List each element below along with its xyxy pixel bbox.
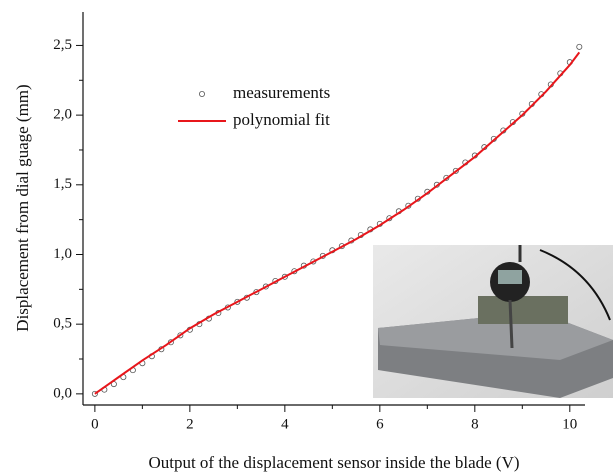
x-tick-label: 6 [376, 416, 384, 432]
y-tick-label: 1,0 [53, 246, 72, 262]
legend-marker [198, 91, 205, 98]
legend-label: measurements [233, 83, 330, 102]
photo-cable [539, 249, 611, 321]
x-tick-label: 8 [471, 416, 479, 432]
data-point [234, 298, 241, 305]
data-point [91, 390, 98, 397]
data-point [576, 43, 583, 50]
x-tick-label: 10 [562, 416, 577, 432]
photo-probe [508, 299, 514, 349]
y-tick-label: 2,0 [53, 107, 72, 123]
data-point [177, 332, 184, 339]
legend-label: polynomial fit [233, 110, 330, 129]
x-axis-label: Output of the displacement sensor inside… [148, 453, 519, 472]
y-tick-label: 0,5 [53, 316, 72, 332]
data-point [281, 273, 288, 280]
photo-display [498, 270, 522, 284]
x-tick-label: 0 [91, 416, 99, 432]
y-tick-label: 2,5 [53, 37, 72, 53]
photo-inset [373, 245, 613, 398]
y-axis-label: Displacement from dial guage (mm) [13, 84, 32, 331]
photo-base [478, 296, 568, 324]
x-tick-label: 4 [281, 416, 289, 432]
y-tick-label: 1,5 [53, 176, 72, 192]
x-tick-label: 2 [186, 416, 194, 432]
fit-line [94, 51, 581, 395]
data-point [167, 339, 174, 346]
data-point [452, 167, 459, 174]
y-tick-label: 0,0 [53, 385, 72, 401]
